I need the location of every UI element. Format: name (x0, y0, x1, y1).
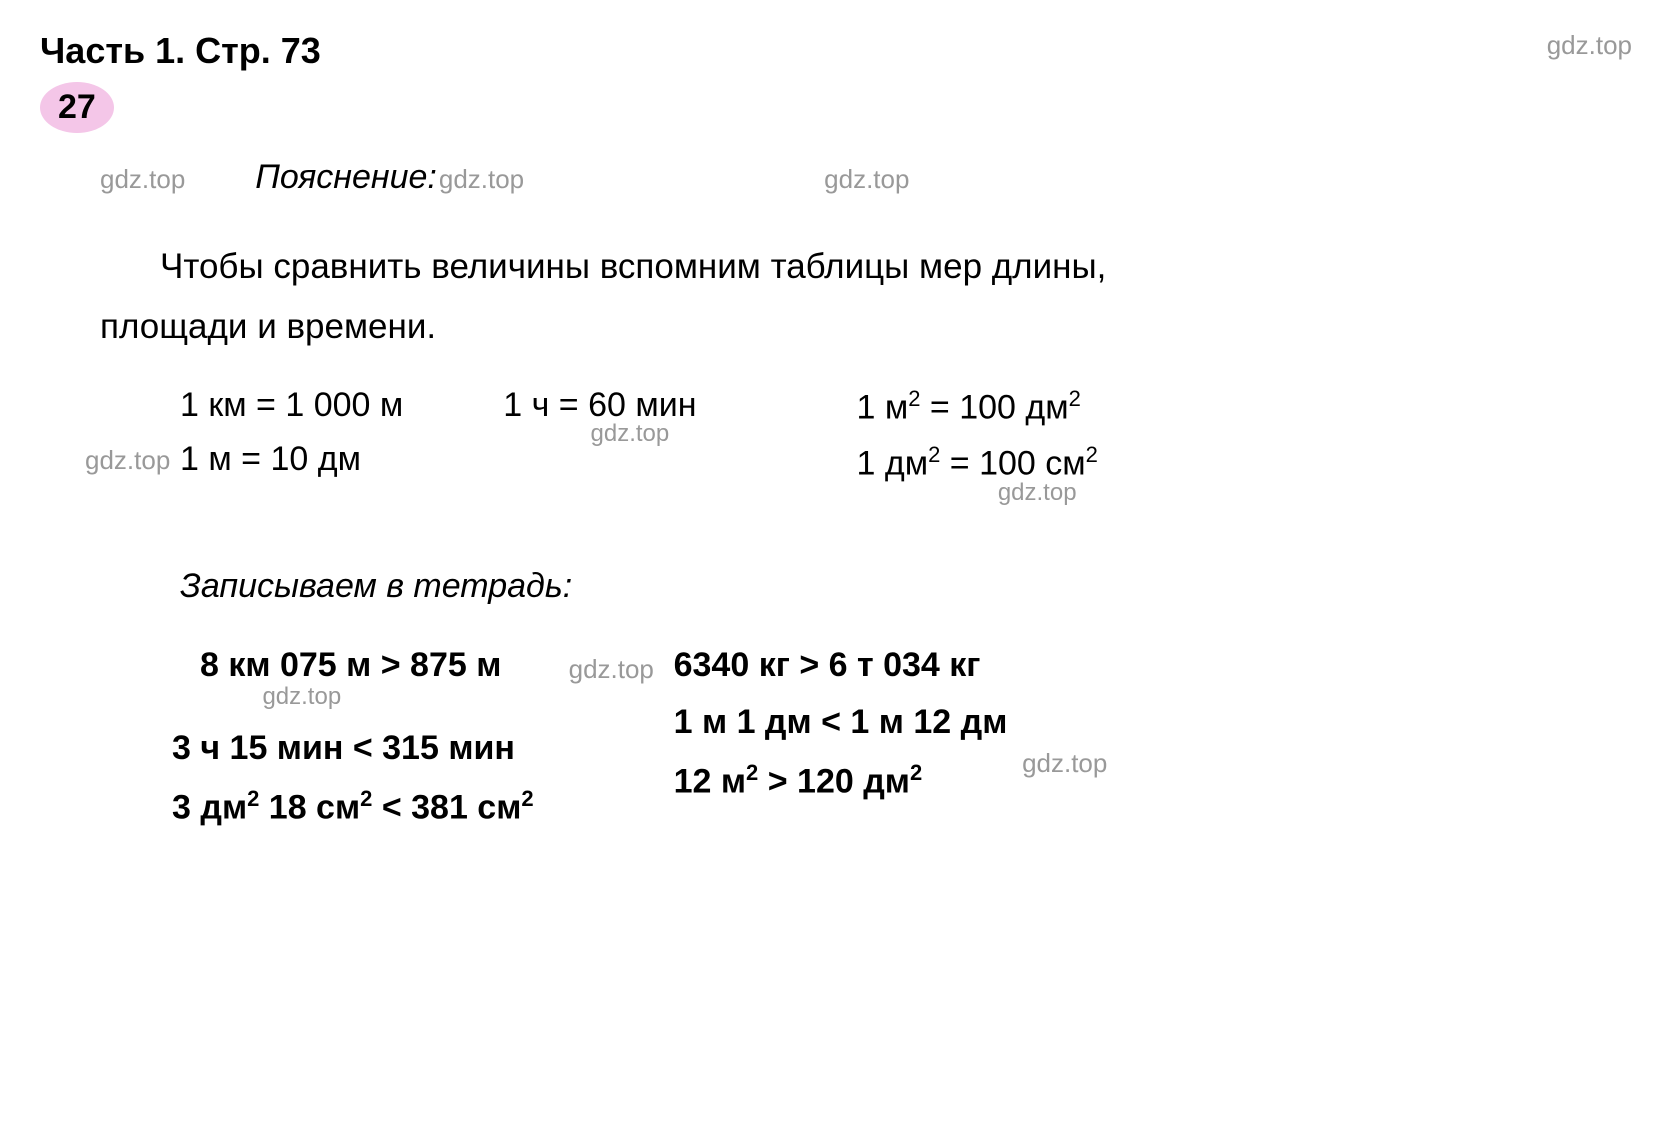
comp-area-2: 12 м2 > 120 дм2 gdz.top (674, 760, 1008, 801)
watermark-explain-mid: gdz.top (439, 164, 524, 195)
comp-area-1: 3 дм2 18 см2 < 381 см2 (172, 786, 534, 827)
conv-dm2-sup1: 2 (928, 442, 940, 467)
conv-m2-mid: = 100 дм (920, 388, 1068, 426)
comp-km-text: 8 км 075 м > 875 м (200, 646, 501, 684)
comp-a1-mid: 18 см (259, 788, 360, 826)
conversion-m2-dm2: 1 м2 = 100 дм2 (857, 386, 1098, 427)
problem-number-badge: 27 (40, 82, 114, 133)
comp-a2-mid: > 120 дм (758, 762, 910, 800)
comp-a1-mid2: < 381 см (372, 788, 521, 826)
comp-length: 1 м 1 дм < 1 м 12 дм (674, 703, 1008, 742)
conv-dm2-mid: = 100 см (940, 445, 1085, 483)
header-row: Часть 1. Стр. 73 gdz.top (40, 30, 1632, 72)
conversion-dm2-cm2: 1 дм2 = 100 см2 gdz.top (857, 442, 1098, 506)
conversion-h-min: 1 ч = 60 мин gdz.top (503, 386, 696, 448)
comparison-col-2: gdz.top 6340 кг > 6 т 034 кг 1 м 1 дм < … (674, 646, 1008, 827)
comp-km: 8 км 075 м > 875 м gdz.top (200, 646, 534, 711)
conversion-col-1: 1 км = 1 000 м gdz.top 1 м = 10 дм (180, 386, 403, 507)
explanation-row: gdz.top Пояснение: gdz.top gdz.top (40, 158, 1632, 197)
comparison-col-1: 8 км 075 м > 875 м gdz.top 3 ч 15 мин < … (200, 646, 534, 827)
conversion-col-2: 1 ч = 60 мин gdz.top (503, 386, 696, 507)
comp-weight-text: 6340 кг > 6 т 034 кг (674, 646, 981, 684)
comp-a1-sup1: 2 (247, 786, 259, 811)
conversion-km-m: 1 км = 1 000 м (180, 386, 403, 425)
comp-a1-sup3: 2 (521, 786, 533, 811)
conversion-col-3: 1 м2 = 100 дм2 1 дм2 = 100 см2 gdz.top (857, 386, 1098, 507)
conversion-block: 1 км = 1 000 м gdz.top 1 м = 10 дм 1 ч =… (40, 386, 1632, 507)
body-text: Чтобы сравнить величины вспомним таблицы… (40, 237, 1632, 356)
conv-m2-sup1: 2 (908, 386, 920, 411)
watermark-conv-2: gdz.top (563, 420, 696, 448)
comp-a2-pre: 12 м (674, 762, 746, 800)
comp-weight: gdz.top 6340 кг > 6 т 034 кг (674, 646, 1008, 685)
comp-a2-sup2: 2 (910, 760, 922, 785)
comparison-block: 8 км 075 м > 875 м gdz.top 3 ч 15 мин < … (40, 646, 1632, 827)
watermark-comp-1: gdz.top (70, 683, 534, 711)
watermark-comp-2-right: gdz.top (1022, 748, 1107, 779)
conversion-h-min-text: 1 ч = 60 мин (503, 386, 696, 424)
explanation-label: Пояснение: (255, 158, 437, 197)
watermark-explain-left: gdz.top (100, 164, 185, 195)
comp-a1-sup2: 2 (360, 786, 372, 811)
conversion-m-dm: gdz.top 1 м = 10 дм (180, 440, 403, 479)
conv-m2-sup2: 2 (1069, 386, 1081, 411)
conv-dm2-pre: 1 дм (857, 445, 929, 483)
conversion-m-dm-text: 1 м = 10 дм (180, 440, 361, 478)
body-line-2: площади и времени. (100, 297, 1632, 357)
page-title: Часть 1. Стр. 73 (40, 30, 321, 72)
conv-dm2-sup2: 2 (1086, 442, 1098, 467)
watermark-top: gdz.top (1547, 30, 1632, 61)
conv-m2-pre: 1 м (857, 388, 909, 426)
watermark-conv-1: gdz.top (85, 445, 170, 476)
notebook-label: Записываем в тетрадь: (40, 567, 1632, 606)
watermark-explain-right: gdz.top (824, 164, 909, 195)
comp-a1-pre: 3 дм (172, 788, 247, 826)
comp-time: 3 ч 15 мин < 315 мин (172, 729, 534, 768)
watermark-comp-2-left: gdz.top (569, 654, 654, 685)
body-line-1: Чтобы сравнить величины вспомним таблицы… (100, 237, 1632, 297)
comp-a2-sup1: 2 (746, 760, 758, 785)
